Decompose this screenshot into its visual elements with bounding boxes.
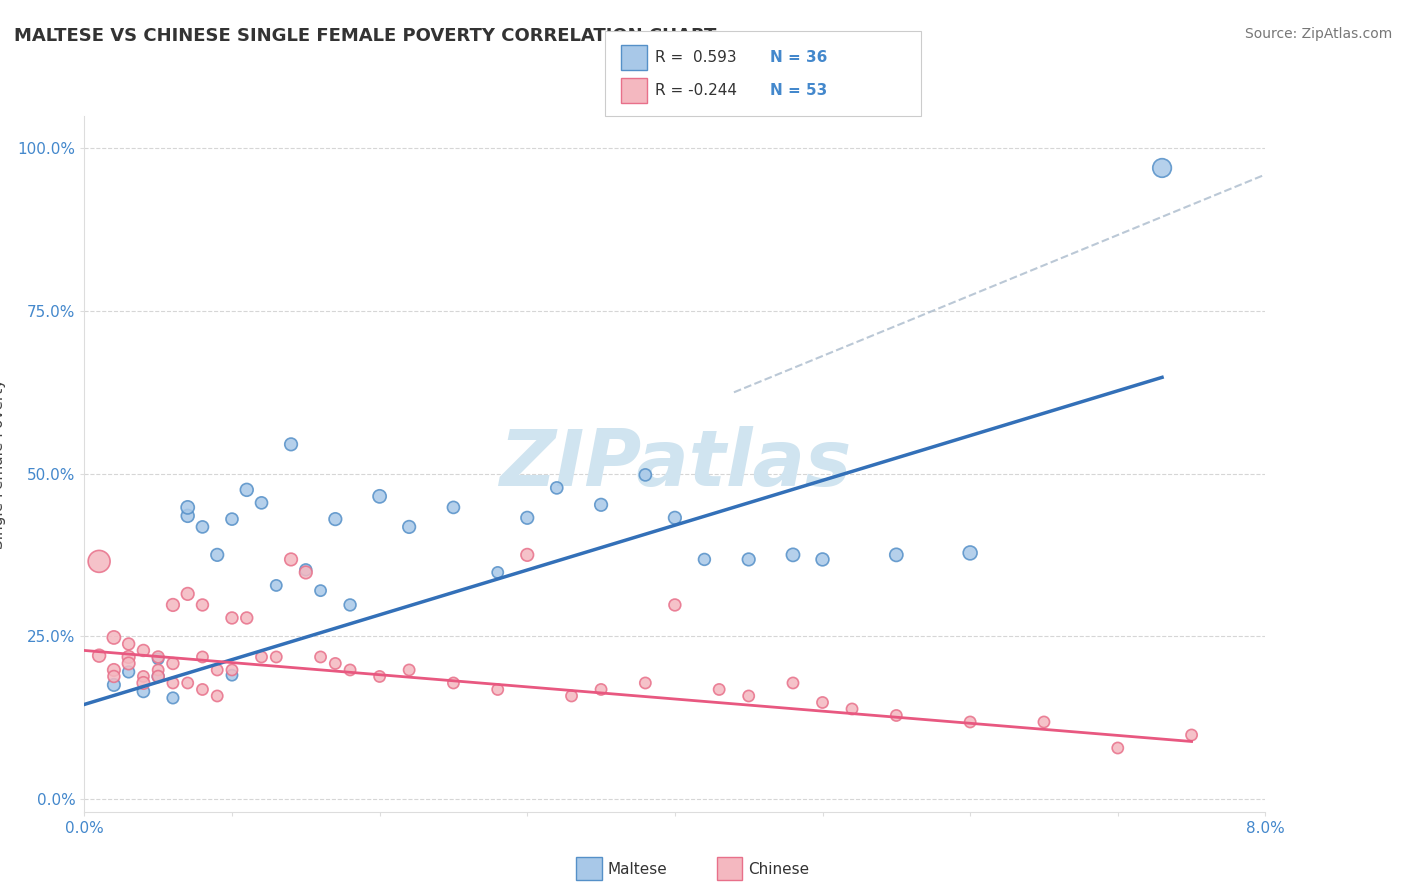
Point <box>103 669 125 683</box>
Point <box>118 657 141 671</box>
Point <box>664 598 686 612</box>
Point <box>368 489 391 503</box>
Point <box>486 566 509 580</box>
Point <box>339 598 361 612</box>
Point <box>87 554 111 568</box>
Point <box>221 512 243 526</box>
Point <box>191 650 214 665</box>
Point <box>148 650 170 665</box>
Point <box>516 548 538 562</box>
Point <box>191 598 214 612</box>
Point <box>235 483 259 497</box>
Point <box>132 643 155 657</box>
Point <box>309 583 332 598</box>
Point <box>591 682 613 697</box>
Point <box>177 587 200 601</box>
Text: Maltese: Maltese <box>607 863 666 877</box>
Point <box>162 676 184 690</box>
Point <box>118 650 141 665</box>
Point <box>1032 714 1054 729</box>
Point <box>148 669 170 683</box>
Point <box>1180 728 1202 742</box>
Point <box>591 498 613 512</box>
Point <box>959 546 981 560</box>
Point <box>886 548 908 562</box>
Point <box>191 520 214 534</box>
Point <box>737 689 759 703</box>
Point <box>398 663 420 677</box>
Point <box>280 552 302 566</box>
Text: ZIPatlas: ZIPatlas <box>499 425 851 502</box>
Point <box>443 676 465 690</box>
Point <box>1150 161 1173 175</box>
Point <box>205 689 228 703</box>
Point <box>443 500 465 515</box>
Point <box>118 665 141 679</box>
Point <box>162 690 184 705</box>
Point <box>250 650 273 665</box>
Point <box>634 676 657 690</box>
Point <box>103 663 125 677</box>
Point <box>811 552 834 566</box>
Point <box>1107 741 1129 756</box>
Point <box>177 676 200 690</box>
Point <box>782 676 804 690</box>
Point <box>486 682 509 697</box>
Point <box>560 689 583 703</box>
Point <box>191 682 214 697</box>
Point <box>516 511 538 525</box>
Text: N = 36: N = 36 <box>770 50 828 64</box>
Point <box>87 648 111 663</box>
Point <box>177 508 200 523</box>
Point <box>959 714 981 729</box>
Point <box>205 548 228 562</box>
Point <box>132 676 155 690</box>
Point <box>103 678 125 692</box>
Point <box>235 611 259 625</box>
Point <box>368 669 391 683</box>
Text: MALTESE VS CHINESE SINGLE FEMALE POVERTY CORRELATION CHART: MALTESE VS CHINESE SINGLE FEMALE POVERTY… <box>14 27 717 45</box>
Point <box>323 657 347 671</box>
Point <box>709 682 731 697</box>
Point <box>295 563 318 577</box>
Text: Source: ZipAtlas.com: Source: ZipAtlas.com <box>1244 27 1392 41</box>
Point <box>148 663 170 677</box>
Point <box>811 696 834 710</box>
Point <box>264 578 288 592</box>
Point <box>737 552 759 566</box>
Point <box>118 637 141 651</box>
Point <box>295 566 318 580</box>
Point <box>250 496 273 510</box>
Point <box>634 467 657 482</box>
Point <box>162 657 184 671</box>
Text: N = 53: N = 53 <box>770 83 828 97</box>
Text: Chinese: Chinese <box>748 863 808 877</box>
Point <box>841 702 863 716</box>
Point <box>280 437 302 451</box>
Point <box>546 481 568 495</box>
Point <box>398 520 420 534</box>
Point <box>782 548 804 562</box>
Point <box>664 511 686 525</box>
Point <box>132 669 155 683</box>
Point <box>148 669 170 683</box>
Point <box>221 663 243 677</box>
Text: R = -0.244: R = -0.244 <box>655 83 737 97</box>
Point <box>221 611 243 625</box>
Point <box>323 512 347 526</box>
Point <box>103 631 125 645</box>
Point <box>162 598 184 612</box>
Point <box>264 650 288 665</box>
Point <box>205 663 228 677</box>
Y-axis label: Single Female Poverty: Single Female Poverty <box>0 379 6 549</box>
Point <box>693 552 716 566</box>
Point <box>177 500 200 515</box>
Text: R =  0.593: R = 0.593 <box>655 50 737 64</box>
Point <box>148 652 170 666</box>
Point <box>221 668 243 682</box>
Point <box>886 708 908 723</box>
Point <box>309 650 332 665</box>
Point <box>132 684 155 698</box>
Point <box>339 663 361 677</box>
